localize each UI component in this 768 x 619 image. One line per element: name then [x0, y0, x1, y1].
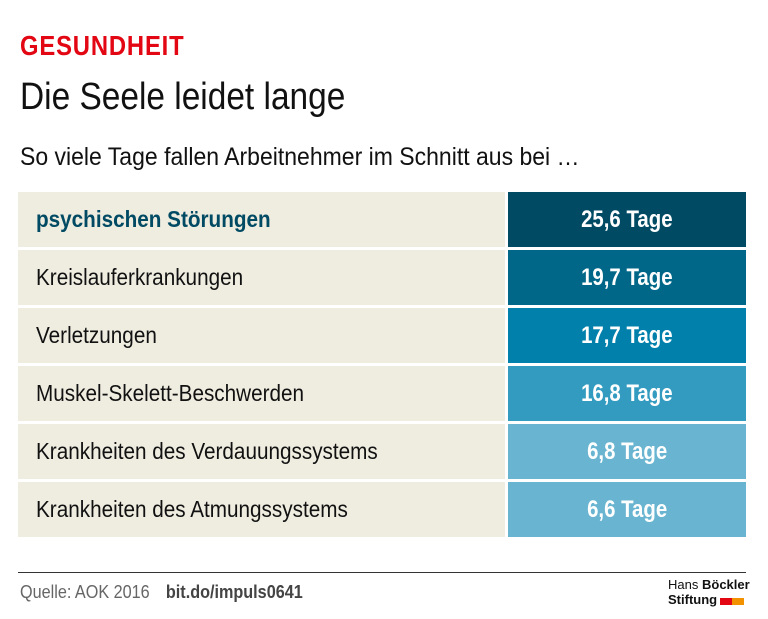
logo-text: Hans [668, 577, 699, 592]
row-label-text: Kreislauferkrankungen [36, 264, 244, 290]
table-row: Kreislauferkrankungen 19,7 Tage [18, 250, 746, 305]
row-label-text: Verletzungen [36, 322, 157, 348]
logo-bars-icon [720, 593, 745, 608]
row-label: Verletzungen [18, 308, 505, 363]
row-label: Krankheiten des Atmungssystems [18, 482, 505, 537]
row-value: 19,7 Tage [508, 250, 746, 305]
row-label: psychischen Störungen [18, 192, 505, 247]
row-label-text: Krankheiten des Verdauungssystems [36, 438, 378, 464]
row-value-text: 25,6 Tage [581, 205, 673, 233]
row-value: 6,6 Tage [508, 482, 746, 537]
row-label: Krankheiten des Verdauungssystems [18, 424, 505, 479]
row-value: 17,7 Tage [508, 308, 746, 363]
row-value-text: 19,7 Tage [581, 263, 673, 291]
table-row: psychischen Störungen 25,6 Tage [18, 192, 746, 247]
row-value-text: 17,7 Tage [581, 321, 673, 349]
row-value-text: 6,8 Tage [586, 437, 668, 465]
page-title: Die Seele leidet lange [20, 76, 346, 118]
logo-text: Stiftung [668, 592, 718, 607]
logo: Hans Böckler Stiftung [668, 577, 750, 608]
table-row: Muskel-Skelett-Beschwerden 16,8 Tage [18, 366, 746, 421]
data-table: psychischen Störungen 25,6 Tage Kreislaufe… [18, 192, 746, 540]
row-value: 16,8 Tage [508, 366, 746, 421]
row-label: Kreislauferkrankungen [18, 250, 505, 305]
row-value: 25,6 Tage [508, 192, 746, 247]
logo-text: Böckler [701, 577, 750, 592]
source: Quelle: AOK 2016 bit.do/impuls0641 [20, 582, 303, 603]
row-label-text: Krankheiten des Atmungssystems [36, 496, 348, 522]
row-label-text: Muskel-Skelett-Beschwerden [36, 380, 305, 406]
kicker: GESUNDHEIT [20, 30, 185, 61]
table-row: Verletzungen 17,7 Tage [18, 308, 746, 363]
row-label: Muskel-Skelett-Beschwerden [18, 366, 505, 421]
divider [18, 572, 746, 573]
source-text: Quelle: AOK 2016 [20, 582, 150, 602]
source-link[interactable]: bit.do/impuls0641 [165, 582, 303, 602]
row-value: 6,8 Tage [508, 424, 746, 479]
table-row: Krankheiten des Atmungssystems 6,6 Tage [18, 482, 746, 537]
table-row: Krankheiten des Verdauungssystems 6,8 Tag… [18, 424, 746, 479]
row-value-text: 16,8 Tage [581, 379, 673, 407]
row-value-text: 6,6 Tage [586, 495, 668, 523]
row-label-text: psychischen Störungen [36, 206, 271, 232]
subtitle: So viele Tage fallen Arbeitnehmer im Sch… [20, 143, 580, 171]
